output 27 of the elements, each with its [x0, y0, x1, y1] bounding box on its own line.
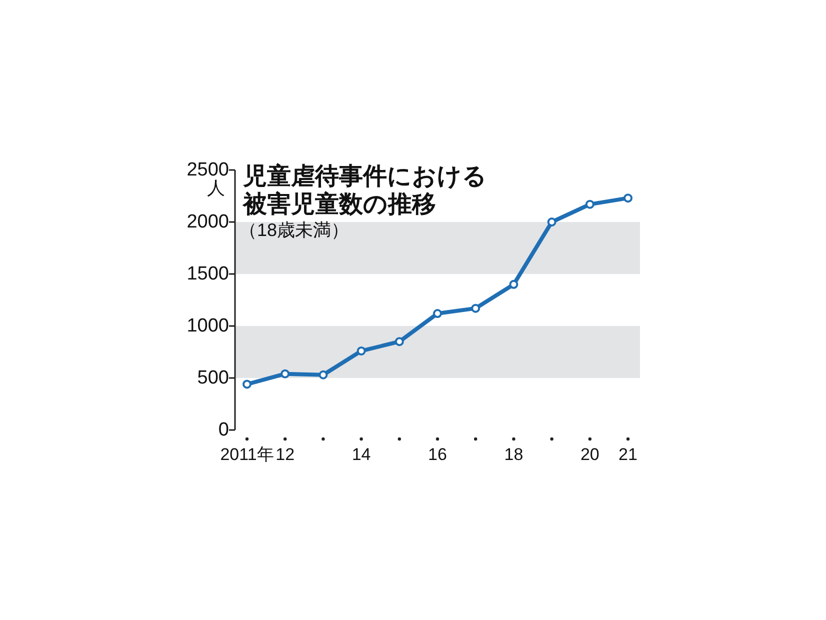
- point: [318, 370, 328, 380]
- point: [509, 280, 518, 289]
- point: [471, 304, 480, 313]
- point: [394, 337, 404, 346]
- point: [547, 218, 556, 226]
- y-tick-label: 1000: [186, 316, 229, 336]
- text: （18歳未満）: [239, 220, 350, 240]
- y-axis-title: 人: [207, 178, 225, 198]
- x-tick-label: 16: [428, 445, 447, 464]
- x-tick-label: 20: [580, 445, 600, 464]
- y-tick-label: 2500: [186, 160, 229, 180]
- y-tick-label: 0: [218, 420, 229, 440]
- point: [433, 309, 442, 318]
- point: [242, 380, 252, 389]
- x-tick-label: 12: [276, 445, 295, 464]
- x-tick-label: 18: [504, 445, 524, 464]
- point: [585, 200, 594, 209]
- x-tick-label: 14: [352, 445, 371, 464]
- y-tick-label: 1500: [186, 264, 229, 284]
- point: [280, 369, 290, 378]
- point: [356, 346, 366, 356]
- y-tick-label: 500: [197, 368, 229, 388]
- point: [624, 194, 632, 203]
- x-tick-label: 21: [618, 445, 638, 464]
- y-tick-label: 2000: [186, 212, 229, 232]
- x-tick-label: 2011年: [220, 445, 274, 464]
- chart-title: 児童虐待事件における被害児童数の推移: [242, 162, 487, 218]
